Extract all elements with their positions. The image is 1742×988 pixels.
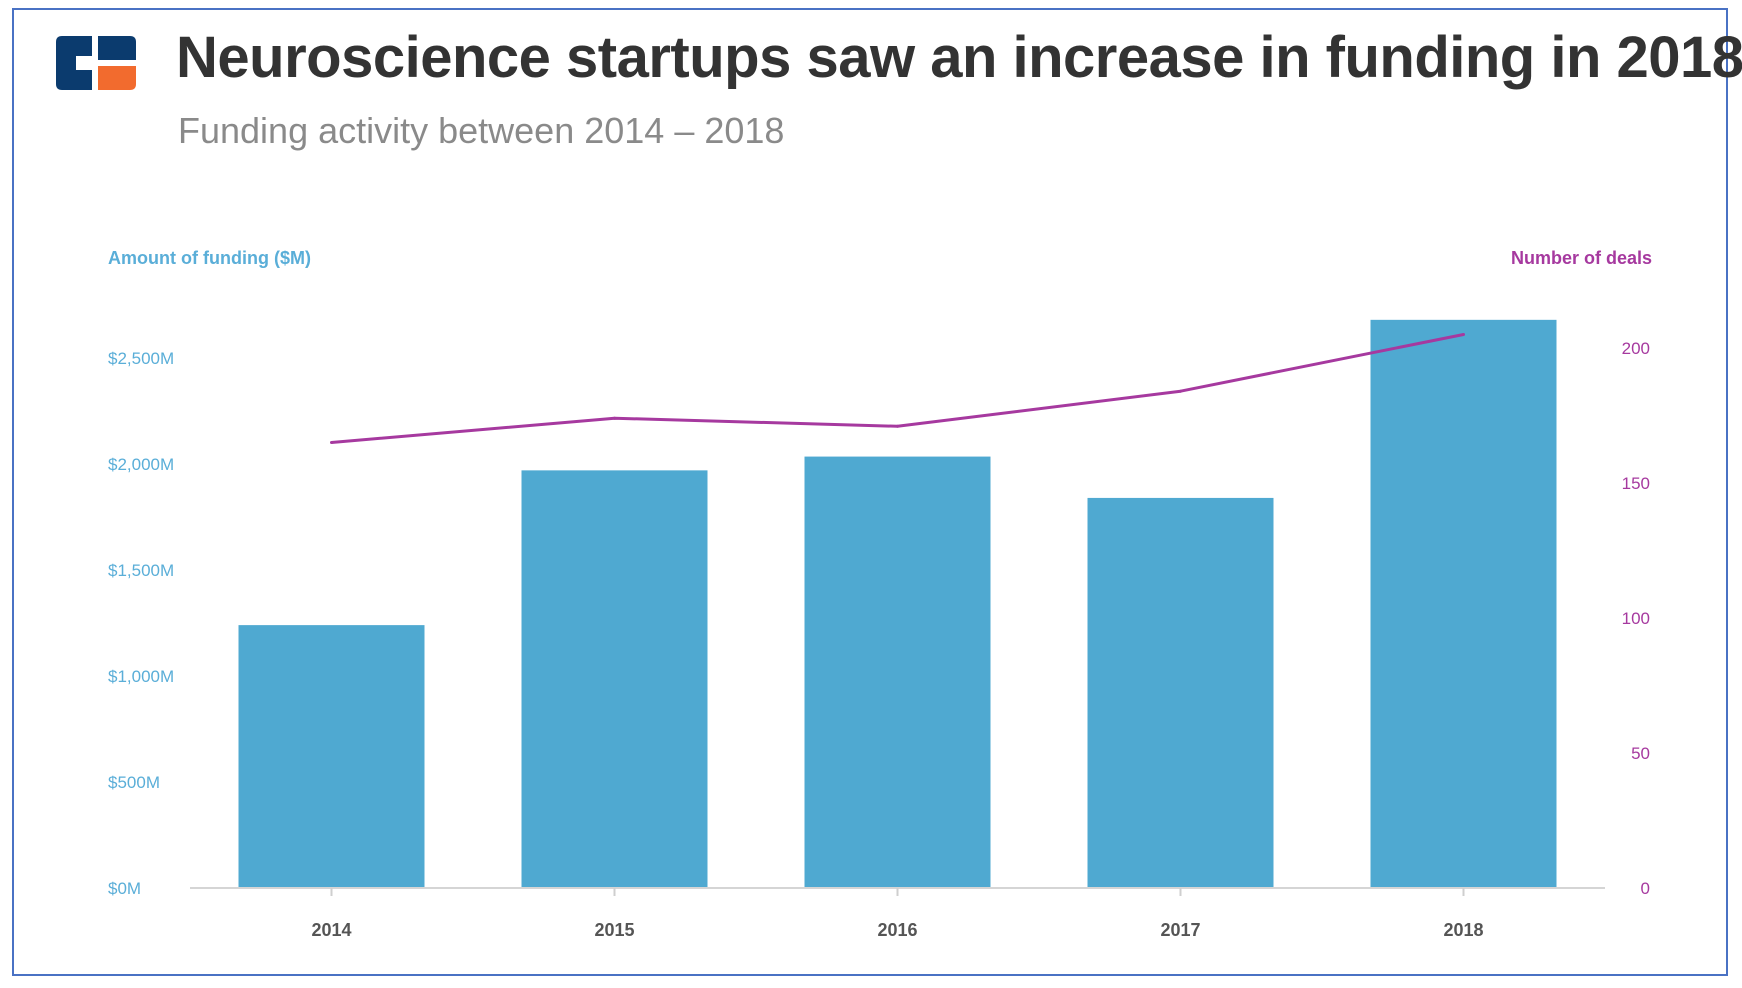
y-axis-left-title: Amount of funding ($M) [108,248,311,268]
x-tick-label: 2016 [877,920,917,940]
x-tick-label: 2015 [594,920,634,940]
y-left-tick-label: $2,500M [108,349,174,368]
logo-navy-shape [56,36,92,90]
deals-point-2014 [330,441,333,444]
y-left-tick-label: $1,500M [108,561,174,580]
cb-insights-logo-icon [56,36,136,90]
y-left-tick-label: $500M [108,773,160,792]
deals-point-2015 [613,416,616,420]
bar-2014 [238,625,425,888]
y-left-tick-label: $2,000M [108,455,174,474]
y-right-tick-label: 150 [1622,474,1650,493]
deals-point-2017 [1179,389,1182,393]
x-tick-label: 2014 [311,920,351,940]
logo-navy-shape-right [98,36,136,60]
x-tick-label: 2017 [1160,920,1200,940]
deals-point-2018 [1462,333,1465,336]
bar-2015 [521,470,708,888]
bar-2018 [1370,319,1557,889]
x-tick-label: 2018 [1443,920,1483,940]
deals-point-2016 [896,424,899,428]
y-right-tick-label: 200 [1622,339,1650,358]
y-right-tick-label: 100 [1622,609,1650,628]
bar-2017 [1087,497,1274,888]
y-left-tick-label: $0M [108,879,141,898]
y-right-tick-label: 50 [1631,744,1650,763]
y-right-tick-label: 0 [1641,879,1650,898]
logo-orange-shape [98,66,136,90]
y-axis-right-title: Number of deals [1511,248,1652,268]
y-left-tick-label: $1,000M [108,667,174,686]
bar-2016 [804,456,991,888]
chart-title: Neuroscience startups saw an increase in… [176,25,1742,90]
chart-subtitle: Funding activity between 2014 – 2018 [178,110,785,151]
